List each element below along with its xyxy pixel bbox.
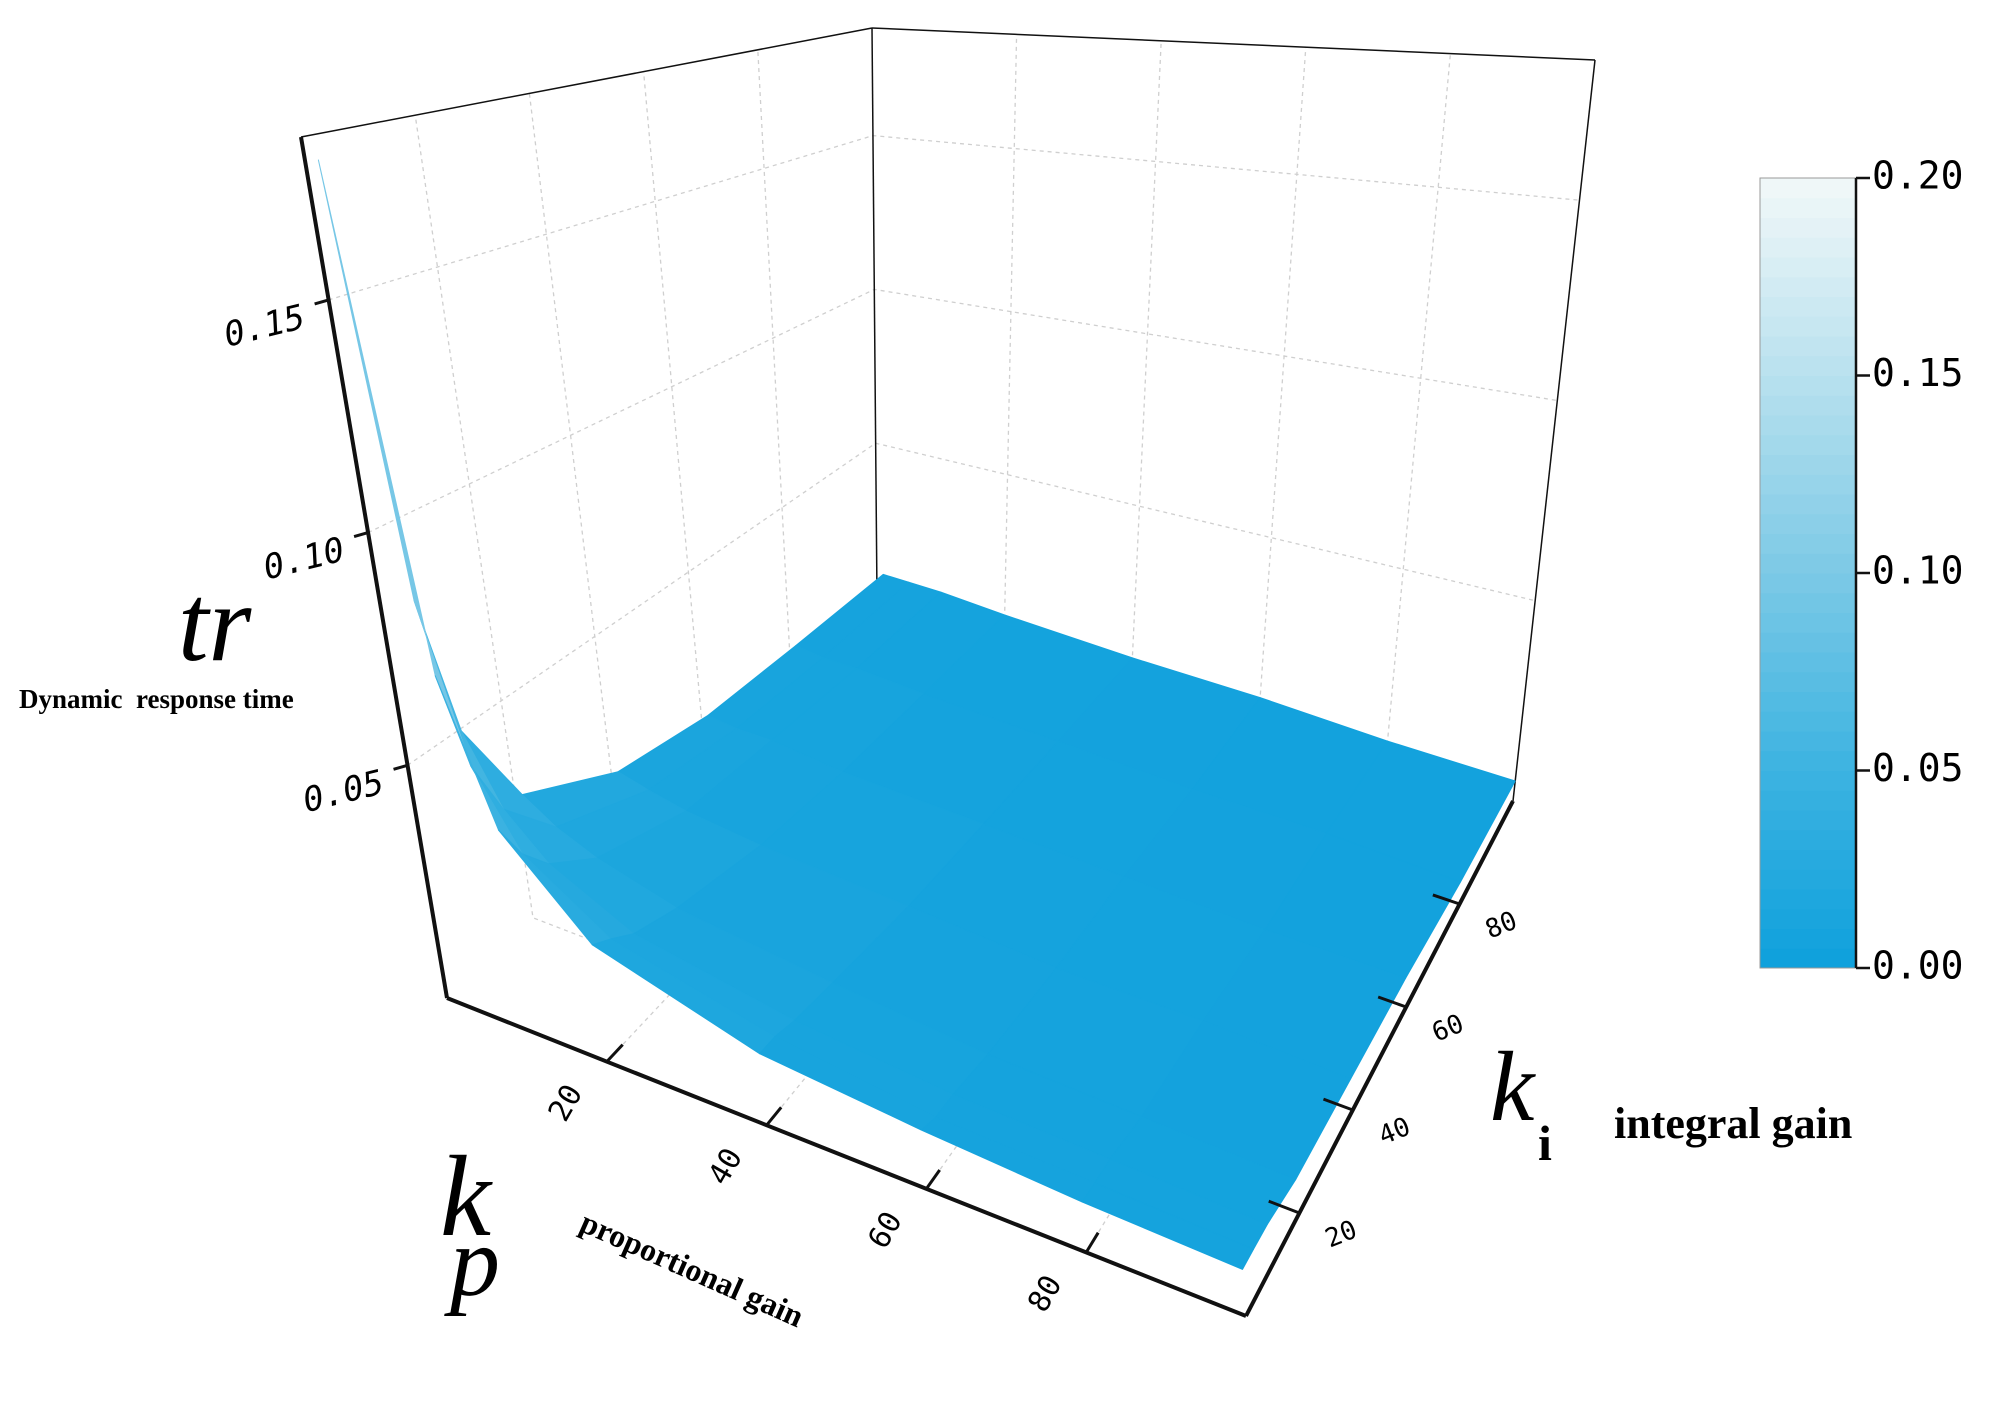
z-axis-label: Dynamic response time [19, 684, 294, 714]
x-tick-label: 80 [1021, 1270, 1069, 1319]
colorbar-step [1760, 336, 1856, 357]
axis-frame [446, 996, 1247, 1318]
y-tick-label: 20 [1321, 1215, 1361, 1255]
colorbar-step [1760, 553, 1856, 574]
colorbar-tick-label: 0.20 [1872, 154, 1964, 198]
axis-frame [1244, 800, 1515, 1317]
colorbar-step [1760, 454, 1856, 475]
colorbar-step [1760, 770, 1856, 791]
colorbar-tick-label: 0.05 [1872, 746, 1964, 790]
axis-frame [871, 27, 1596, 61]
axis-frame [299, 136, 449, 999]
y-tick-label: 40 [1374, 1112, 1414, 1152]
y-tick [1322, 1097, 1354, 1112]
x-tick [605, 1043, 624, 1063]
colorbar-step [1760, 257, 1856, 278]
y-axis-symbol-group: k i [1490, 1031, 1552, 1171]
grid-line [925, 47, 1307, 1190]
z-axis-symbol: tr [178, 562, 253, 684]
colorbar-step [1760, 691, 1856, 712]
z-tick-label: 0.10 [259, 530, 348, 589]
colorbar-step [1760, 375, 1856, 396]
colorbar-step [1760, 632, 1856, 653]
colorbar-step [1760, 533, 1856, 554]
colorbar-step [1760, 494, 1856, 515]
colorbar-step [1760, 750, 1856, 771]
grid-line [367, 288, 1558, 534]
colorbar-step [1760, 197, 1856, 218]
colorbar-step [1760, 829, 1856, 850]
colorbar-step [1760, 217, 1856, 238]
colorbar-step [1760, 790, 1856, 811]
x-tick-label: 20 [542, 1079, 590, 1128]
colorbar-step [1760, 731, 1856, 752]
y-tick [1377, 995, 1407, 1009]
y-axis-label: integral gain [1614, 1099, 1852, 1148]
z-tick [314, 298, 330, 306]
colorbar-step [1760, 810, 1856, 831]
x-axis-symbol-group: k p [440, 1133, 500, 1317]
colorbar-step [1760, 296, 1856, 317]
x-axis-symbol-sub: p [444, 1206, 500, 1317]
colorbar-step [1760, 711, 1856, 732]
y-tick [1268, 1199, 1300, 1215]
colorbar-step [1760, 889, 1856, 910]
x-tick [1084, 1231, 1100, 1254]
colorbar-step [1760, 592, 1856, 613]
grid-line [328, 134, 1580, 301]
colorbar-step [1760, 928, 1856, 949]
colorbar-step [1760, 869, 1856, 890]
axis-frame [871, 27, 878, 598]
colorbar-step [1760, 612, 1856, 633]
y-axis-symbol: k [1490, 1031, 1536, 1142]
axis-frame [1512, 59, 1596, 802]
colorbar-step [1760, 671, 1856, 692]
x-tick [765, 1106, 783, 1127]
x-axis-symbol: k [440, 1133, 493, 1260]
colorbar-step [1760, 948, 1856, 969]
x-tick-label: 60 [861, 1206, 909, 1255]
surface-cell [1081, 1182, 1254, 1270]
colorbar-step [1760, 178, 1856, 199]
colorbar: 0.00 0.05 0.10 0.15 0.20 [1759, 154, 1964, 988]
colorbar-step [1760, 513, 1856, 534]
x-tick [925, 1169, 941, 1190]
z-tick [353, 531, 369, 539]
colorbar-tick-label: 0.00 [1872, 944, 1964, 988]
colorbar-step [1760, 237, 1856, 258]
colorbar-step [1760, 652, 1856, 673]
axis-frame [300, 27, 873, 138]
colorbar-step [1760, 415, 1856, 436]
colorbar-step [1760, 474, 1856, 495]
colorbar-step [1760, 395, 1856, 416]
y-tick-label: 60 [1428, 1009, 1468, 1049]
grid-line [528, 93, 1354, 1111]
colorbar-tick-label: 0.15 [1872, 351, 1964, 395]
colorbar-step [1760, 849, 1856, 870]
y-axis-symbol-sub: i [1538, 1115, 1552, 1171]
colorbar-step [1760, 908, 1856, 929]
z-tick-label: 0.05 [299, 762, 388, 821]
z-tick-label: 0.15 [220, 297, 309, 356]
colorbar-step [1760, 276, 1856, 297]
colorbar-step [1760, 316, 1856, 337]
x-axis-label: proportional gain [575, 1204, 809, 1335]
colorbar-step [1760, 355, 1856, 376]
y-tick [1432, 893, 1461, 906]
colorbar-tick-label: 0.10 [1872, 549, 1964, 593]
y-tick-label: 80 [1481, 906, 1521, 946]
surface-cell [317, 159, 472, 767]
surface [317, 159, 1516, 1270]
colorbar-step [1760, 573, 1856, 594]
z-tick [393, 763, 408, 771]
colorbar-step [1760, 434, 1856, 455]
x-tick-label: 40 [702, 1142, 750, 1191]
